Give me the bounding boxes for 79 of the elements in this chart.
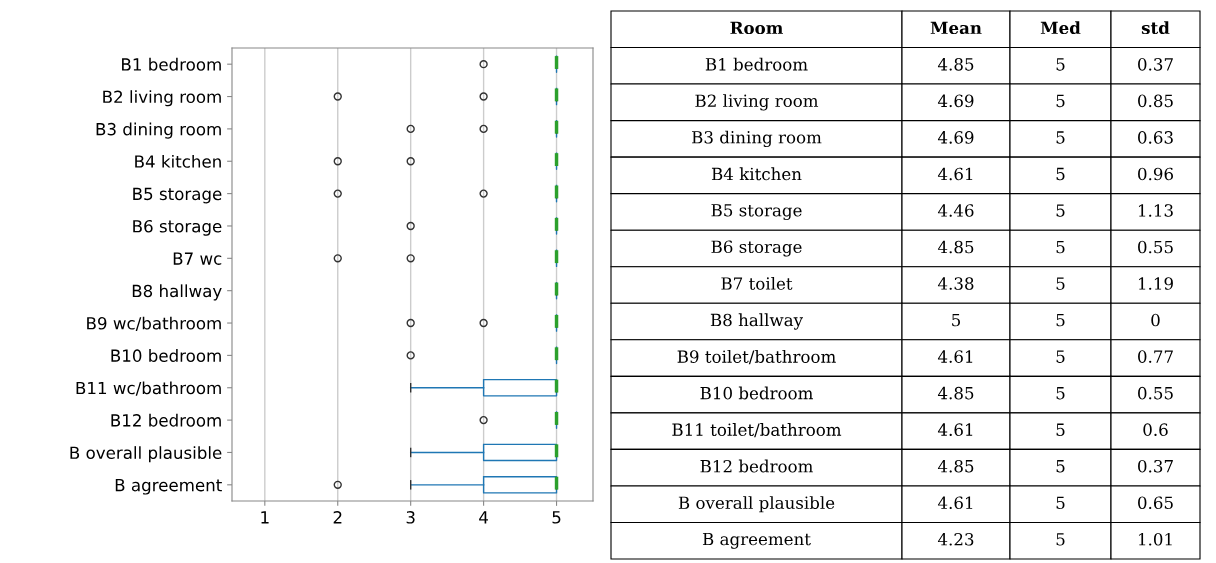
text: 0.55 — [1138, 240, 1173, 254]
text: 0.55 — [1138, 386, 1173, 400]
text: 4.61 — [937, 167, 973, 181]
y-tick-label: B1 bedroom — [122, 57, 221, 71]
text: 5 — [952, 313, 961, 327]
text: 4.85 — [937, 240, 974, 254]
text: 1.13 — [1138, 204, 1173, 217]
text: B9 toilet/bathroom — [677, 350, 836, 365]
y-tick-label: B10 bedroom — [111, 349, 221, 362]
category-label: Room — [730, 21, 783, 35]
text: 0.65 — [1138, 496, 1173, 510]
text: 4.61 — [937, 350, 973, 363]
text: 4.85 — [937, 58, 974, 71]
text: B1 bedroom — [705, 57, 808, 71]
y-tick-label: B2 living room — [103, 90, 221, 107]
category-label: Med — [1040, 21, 1081, 35]
text: 0.6 — [1143, 423, 1168, 436]
y-tick-label: B9 wc/bathroom — [87, 316, 221, 331]
x-tick-label: 4 — [479, 511, 488, 524]
y-tick-label: B overall plausible — [70, 446, 222, 463]
text: B2 living room — [695, 94, 819, 111]
text: 5 — [1056, 204, 1065, 217]
y-tick-label: B12 bedroom — [111, 413, 221, 427]
text: B4 kitchen — [711, 167, 802, 181]
text: 5 — [1056, 350, 1065, 363]
text: B3 dining room — [692, 130, 822, 148]
text: 0.96 — [1138, 167, 1174, 181]
text: 5 — [1056, 533, 1065, 546]
x-tick-label: 3 — [406, 511, 415, 524]
text: 5 — [1056, 167, 1065, 181]
text: 4.61 — [937, 423, 973, 436]
text: 5 — [1056, 131, 1065, 144]
y-tick-label: B5 storage — [133, 187, 222, 204]
text: 5 — [1056, 313, 1065, 327]
y-tick-label: B7 wc — [173, 252, 222, 265]
text: 4.85 — [937, 386, 974, 400]
x-tick-label: 1 — [261, 511, 269, 524]
text: 4.46 — [937, 204, 974, 217]
text: 0.63 — [1138, 131, 1173, 144]
text: 4.38 — [937, 277, 974, 290]
text: B10 bedroom — [700, 386, 813, 400]
text: 5 — [1056, 423, 1065, 436]
y-tick-label: B3 dining room — [96, 122, 221, 139]
text: B agreement — [702, 532, 811, 549]
text: B5 storage — [711, 204, 802, 220]
text: 0.85 — [1138, 94, 1173, 108]
y-tick-label: B8 hallway — [132, 284, 222, 301]
text: B overall plausible — [678, 496, 835, 513]
text: 0.37 — [1138, 58, 1173, 71]
text: 1.01 — [1138, 532, 1172, 546]
category-label: std — [1141, 21, 1170, 35]
text: B12 bedroom — [700, 459, 813, 473]
y-tick-label: B4 kitchen — [135, 154, 221, 168]
text: 5 — [1056, 496, 1065, 510]
text: 4.61 — [937, 496, 973, 510]
text: 5 — [1056, 240, 1065, 254]
text: 4.85 — [937, 459, 974, 473]
text: 4.69 — [937, 131, 974, 144]
y-tick-label: B11 wc/bathroom — [76, 381, 221, 396]
category-label: Mean — [930, 21, 982, 35]
y-tick-label: B6 storage — [133, 219, 222, 236]
text: 1.19 — [1138, 277, 1173, 290]
text: B8 hallway — [710, 313, 803, 330]
text: 4.69 — [937, 94, 974, 108]
text: 5 — [1056, 277, 1065, 290]
text: B6 storage — [711, 240, 802, 257]
text: 0.37 — [1138, 459, 1173, 473]
text: B7 toilet — [721, 276, 793, 290]
x-tick-label: 2 — [333, 511, 342, 524]
text: 0 — [1151, 313, 1160, 327]
x-tick-label: 5 — [552, 511, 561, 524]
text: 5 — [1056, 387, 1065, 400]
text: 5 — [1056, 94, 1065, 108]
text: 0.77 — [1138, 350, 1173, 363]
text: B11 toilet/bathroom — [672, 423, 842, 438]
y-tick-label: B agreement — [115, 479, 222, 495]
text: 5 — [1056, 58, 1065, 71]
text: 4.23 — [937, 532, 974, 546]
text: 5 — [1056, 460, 1065, 473]
